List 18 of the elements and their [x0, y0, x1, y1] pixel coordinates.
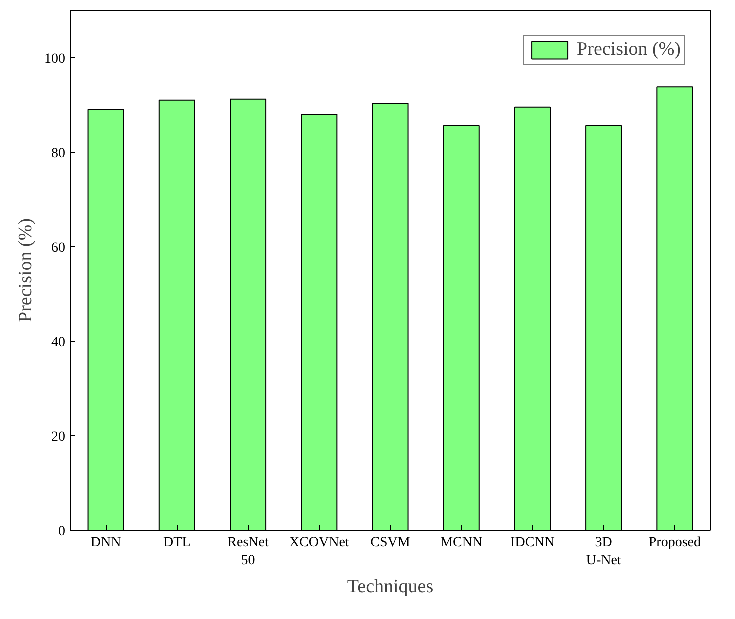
x-tick-label: IDCNN — [510, 536, 555, 550]
y-tick-label: 20 — [52, 430, 66, 445]
x-tick-label: MCNN — [440, 536, 483, 550]
x-tick-label: XCOVNet — [289, 536, 350, 550]
y-tick-label: 60 — [52, 240, 66, 256]
x-axis-title: Techniques — [347, 576, 434, 598]
x-tick-label: DTL — [164, 536, 191, 550]
y-tick-label: 40 — [52, 335, 66, 350]
y-axis-title: Precision (%) — [16, 218, 36, 322]
y-tick-label: 0 — [58, 524, 66, 540]
x-tick-label: 3D U-Net — [586, 536, 622, 568]
x-tick-label: DNN — [90, 536, 122, 550]
x-tick-label: Proposed — [648, 536, 702, 550]
x-tick-label: CSVM — [370, 536, 411, 550]
x-tick-label: ResNet 50 — [228, 536, 269, 568]
legend-label: Precision (%) — [577, 39, 681, 61]
y-tick-label: 80 — [52, 146, 66, 162]
y-tick-label: 100 — [44, 52, 66, 67]
